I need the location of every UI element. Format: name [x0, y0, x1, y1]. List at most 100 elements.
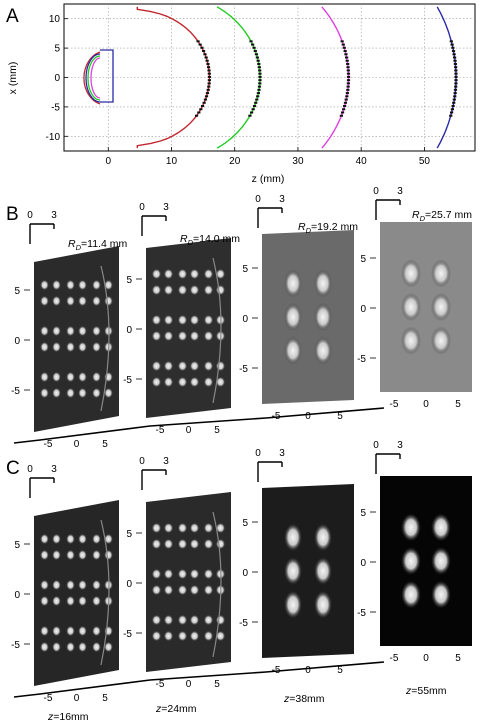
image-y-tick-label: -5: [123, 375, 132, 386]
detector-mark: [453, 62, 457, 65]
light-spot: [151, 376, 162, 388]
scale-label-3: 3: [279, 448, 285, 459]
image-y-tick-label: -5: [357, 354, 366, 365]
light-spot: [431, 580, 451, 609]
light-spot: [92, 595, 101, 607]
detector-mark: [343, 101, 348, 104]
light-spot: [104, 387, 113, 399]
light-spot: [92, 341, 101, 353]
detector-mark: [199, 108, 203, 111]
image-column-1: 0 3 5 0 -5 -5 0 5 z=16mm: [11, 464, 119, 723]
y-tick-label: -5: [51, 102, 60, 113]
light-spot: [78, 641, 87, 653]
image-y-tick-label: -5: [239, 618, 248, 629]
detector-mark: [452, 98, 456, 101]
image-x-tick-label: 5: [337, 411, 343, 422]
light-spot: [314, 523, 332, 552]
y-tick-label: 0: [54, 73, 60, 84]
light-spot: [40, 641, 49, 653]
detector-mark: [449, 114, 453, 117]
light-spot: [104, 295, 113, 307]
detector-mark: [345, 95, 349, 98]
light-spot: [314, 336, 332, 365]
label-symbol: z: [405, 685, 412, 697]
light-spot: [163, 614, 174, 626]
detector-mark: [454, 66, 458, 69]
detector-mark: [207, 82, 211, 85]
baseline-connector: [13, 661, 385, 698]
scale-label-0: 0: [255, 448, 261, 459]
scale-label-3: 3: [163, 202, 169, 213]
detector-mark: [257, 62, 261, 65]
image-label: z=55mm: [405, 685, 447, 697]
image-x-tick-label: 5: [102, 693, 108, 704]
panel-c-letter: C: [6, 458, 20, 479]
light-spot: [104, 549, 113, 561]
light-spot: [189, 538, 200, 550]
detector-mark: [339, 114, 343, 117]
label-value: =38mm: [289, 693, 325, 705]
light-spot: [92, 279, 101, 291]
light-spot: [189, 360, 200, 372]
light-spot: [215, 376, 226, 388]
x-axis-label: z (mm): [252, 173, 285, 185]
light-spot: [177, 376, 188, 388]
detector-mark: [204, 56, 208, 59]
label-symbol: z: [283, 693, 290, 705]
x-tick-label: 10: [166, 156, 178, 167]
detector-mark: [342, 108, 346, 111]
detector-mark: [257, 66, 261, 69]
detector-mark: [207, 79, 211, 82]
scale-label-3: 3: [51, 464, 57, 475]
detector-mark: [346, 72, 351, 75]
light-spot: [104, 279, 113, 291]
light-spot: [92, 641, 101, 653]
light-spot: [151, 330, 162, 342]
image-x-tick-label: -5: [390, 399, 399, 410]
light-spot: [215, 630, 226, 642]
detector-mark: [346, 69, 350, 72]
light-spot: [151, 568, 162, 580]
detector-mark: [258, 69, 262, 72]
artifact-line: [212, 257, 222, 404]
light-spot: [203, 630, 214, 642]
light-spot: [40, 595, 49, 607]
light-spot: [177, 614, 188, 626]
image-y-tick-label: 0: [126, 579, 132, 590]
detector-mark: [451, 46, 455, 49]
label-value: =14.0 mm: [193, 233, 240, 245]
light-spot: [284, 523, 302, 552]
light-spot: [40, 625, 49, 637]
light-spot: [189, 584, 200, 596]
image-frame: [146, 238, 231, 418]
light-spot: [401, 293, 421, 321]
detector-mark: [450, 108, 455, 111]
light-spot: [203, 568, 214, 580]
label-value: =16mm: [53, 711, 89, 723]
light-spot: [401, 259, 421, 288]
scale-label-3: 3: [163, 456, 169, 467]
detector-mark: [206, 88, 210, 91]
light-spot: [78, 579, 87, 591]
light-spot: [78, 341, 87, 353]
light-spot: [92, 549, 101, 561]
light-spot: [52, 641, 61, 653]
image-frame: [34, 500, 119, 686]
light-spot: [78, 549, 87, 561]
image-column-4: 0 3 5 0 -5 -5 0 5 RD=25.7 mm: [357, 186, 472, 410]
image-x-tick-label: 0: [423, 399, 429, 410]
image-label: RD=14.0 mm: [180, 233, 240, 247]
detector-mark: [346, 85, 350, 88]
detector-mark: [255, 56, 259, 59]
detector-mark: [452, 53, 456, 56]
light-spot: [78, 387, 87, 399]
light-spot: [203, 330, 214, 342]
image-y-tick-label: 0: [360, 558, 366, 569]
detector-mark: [453, 59, 457, 62]
light-spot: [189, 568, 200, 580]
light-spot: [66, 595, 75, 607]
panel-b-letter: B: [6, 204, 19, 225]
detector-mark: [452, 101, 456, 104]
detector-mark: [451, 105, 455, 108]
